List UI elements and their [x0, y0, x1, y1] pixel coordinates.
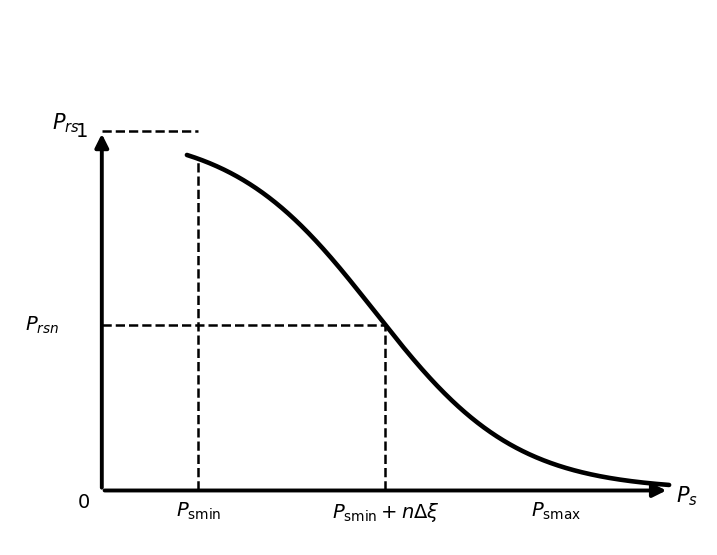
Text: $P_{\rm smin}$: $P_{\rm smin}$	[176, 501, 221, 522]
Text: $P_{\rm smin}+n\Delta\xi$: $P_{\rm smin}+n\Delta\xi$	[331, 501, 440, 524]
Text: $1$: $1$	[75, 122, 87, 140]
Text: $P_{rsn}$: $P_{rsn}$	[24, 315, 59, 336]
Text: $P_{\rm smax}$: $P_{\rm smax}$	[531, 501, 581, 522]
Text: $0$: $0$	[77, 492, 90, 512]
Text: $P_{rs}$: $P_{rs}$	[52, 112, 80, 135]
Text: $P_s$: $P_s$	[675, 485, 698, 508]
